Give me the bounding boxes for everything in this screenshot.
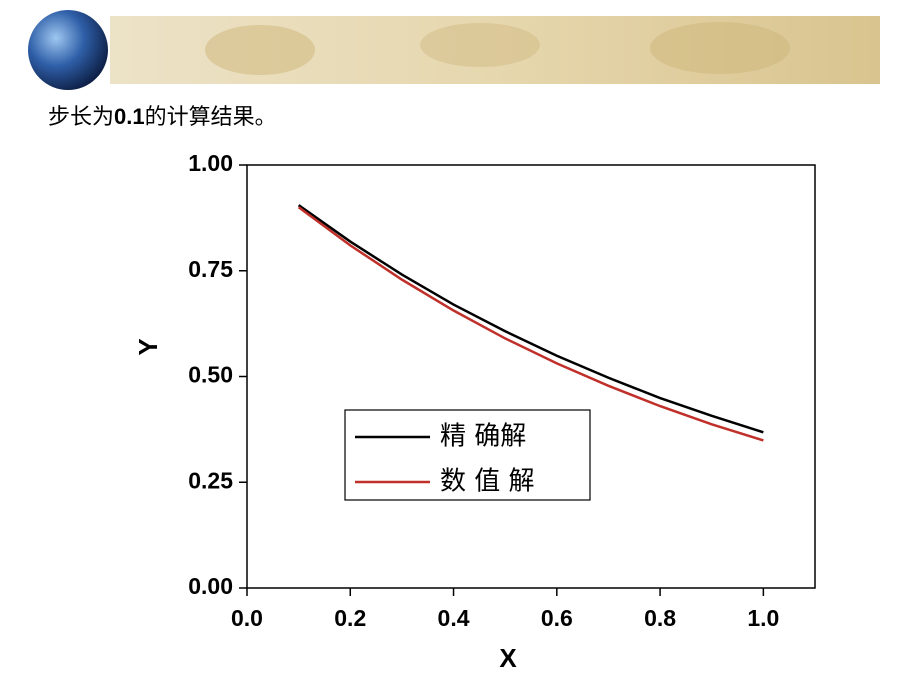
map-shape <box>205 25 315 75</box>
legend-label: 数 值 解 <box>440 467 535 497</box>
x-tick-label: 0.0 <box>231 605 263 631</box>
heading-part: 的计算结果。 <box>145 105 277 130</box>
globe <box>28 10 108 90</box>
y-axis-label: Y <box>133 338 163 355</box>
map-shape <box>650 22 790 74</box>
series-line <box>297 206 764 442</box>
y-tick-label: 0.25 <box>188 467 233 493</box>
heading-part: 步长为 <box>48 105 114 130</box>
map-shape <box>420 23 540 67</box>
heading: 步长为0.1的计算结果。 <box>48 104 277 130</box>
series-line <box>297 204 764 434</box>
y-tick-label: 0.75 <box>188 256 233 282</box>
y-tick-label: 0.00 <box>188 573 233 599</box>
legend-box <box>344 409 591 501</box>
x-tick-label: 1.0 <box>747 605 779 631</box>
x-tick-label: 0.8 <box>644 605 676 631</box>
y-tick-label: 0.50 <box>188 362 233 388</box>
x-tick-label: 0.6 <box>541 605 573 631</box>
heading-part: 0.1 <box>114 104 145 129</box>
y-tick-label: 1.00 <box>188 150 233 176</box>
x-axis-label: X <box>499 643 517 673</box>
x-tick-label: 0.2 <box>334 605 366 631</box>
x-tick-label: 0.4 <box>438 605 470 631</box>
legend-label: 精 确解 <box>440 422 526 452</box>
